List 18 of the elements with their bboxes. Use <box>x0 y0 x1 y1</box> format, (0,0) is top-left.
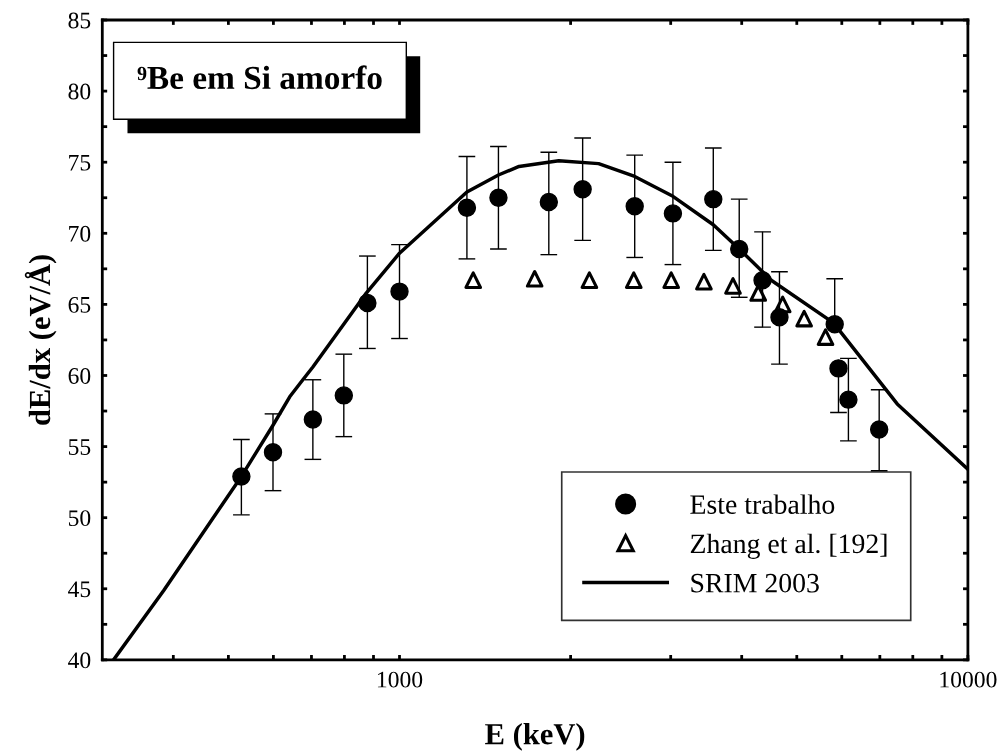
x-axis-title: E (keV) <box>485 722 585 751</box>
y-tick-label: 60 <box>68 367 91 384</box>
y-tick-label: 85 <box>68 12 91 29</box>
y-tick-label: 65 <box>68 296 91 313</box>
y-tick-label: 50 <box>68 510 91 527</box>
y-tick-label: 75 <box>69 154 91 171</box>
y-tick-label: 45 <box>68 581 91 598</box>
y-tick-label: 80 <box>68 83 91 100</box>
legend-label: Este trabalho <box>690 494 835 514</box>
y-axis-title: dE/dx (eV/Å) <box>24 255 57 425</box>
legend-label: Zhang et al. [192] <box>690 533 887 559</box>
y-tick-label: 70 <box>69 225 91 242</box>
x-tick-label: 10000 <box>940 671 997 688</box>
y-tick-label: 40 <box>68 652 91 669</box>
legend-label: SRIM 2003 <box>691 573 819 593</box>
y-tick-label: 55 <box>68 439 91 456</box>
x-tick-label: 1000 <box>377 671 423 688</box>
annotation: ⁹Be em Si amorfo <box>137 65 382 90</box>
